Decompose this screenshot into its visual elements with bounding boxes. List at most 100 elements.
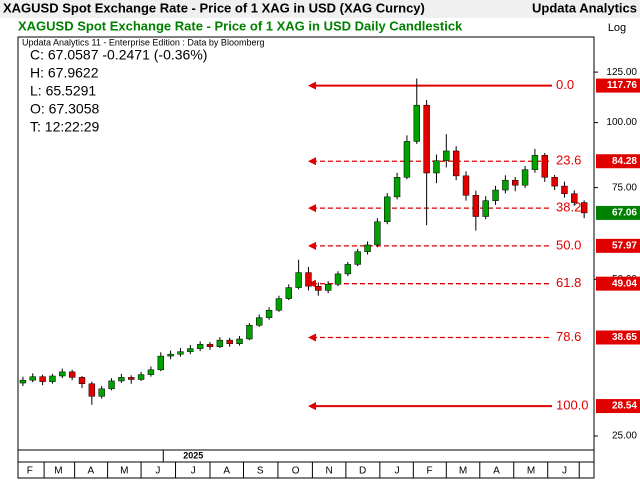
candle-body	[580, 202, 588, 214]
x-tick-label: F	[427, 466, 433, 477]
candle-body	[196, 344, 204, 349]
candle-body	[147, 369, 155, 375]
x-tick-label: A	[223, 466, 230, 477]
candle-body	[59, 371, 66, 377]
fib-arrow	[308, 81, 316, 90]
candle-body	[344, 264, 352, 275]
candle-body	[482, 200, 489, 217]
candle-body	[502, 179, 509, 191]
price-tag-label: 57.97	[612, 240, 637, 251]
candle-body	[275, 298, 283, 311]
fib-arrow	[308, 157, 316, 166]
candle-body	[384, 196, 391, 222]
price-tag	[596, 330, 640, 345]
info-line: T: 12:22:29	[30, 119, 99, 135]
y-tick-label: 100.00	[606, 117, 637, 128]
candle-body	[177, 351, 184, 355]
candle-body	[68, 371, 76, 378]
price-tag	[596, 154, 640, 169]
candle-body	[334, 273, 342, 285]
candle-body	[78, 377, 86, 385]
x-tick-label: M	[54, 466, 62, 477]
x-tick-label: A	[493, 466, 500, 477]
price-tag-label: 117.76	[607, 80, 637, 91]
price-tag	[596, 399, 640, 414]
candle-body	[531, 155, 539, 170]
info-line: C: 67.0587 -0.2471 (-0.36%)	[30, 47, 207, 63]
candle-body	[492, 189, 499, 201]
info-line: H: 67.9622	[30, 65, 99, 81]
candle-body	[19, 379, 27, 384]
fib-arrow	[308, 279, 316, 288]
x-tick-label: M	[120, 466, 128, 477]
candle-body	[423, 104, 430, 174]
candle-body	[295, 272, 302, 288]
x-tick-label: D	[359, 466, 366, 477]
candle-body	[512, 179, 519, 186]
candle-body	[226, 339, 233, 344]
candle-body	[551, 177, 558, 187]
fib-ratio: 100.0	[556, 398, 589, 413]
candle-body	[206, 344, 214, 348]
candle-body	[374, 221, 381, 246]
source-note: Updata Analytics 11 - Enterprise Edition…	[22, 37, 264, 47]
info-line: O: 67.3058	[30, 101, 99, 117]
candle-body	[108, 380, 115, 390]
fib-ratio: 0.0	[556, 77, 574, 92]
y-tick-label: 25.00	[612, 431, 637, 442]
candle-body	[216, 339, 224, 348]
info-line: L: 65.5291	[30, 83, 96, 99]
candle-body	[265, 310, 273, 318]
candle-body	[364, 244, 371, 252]
x-tick-label: J	[191, 466, 196, 477]
candle-body	[452, 150, 460, 177]
fib-ratio: 61.8	[556, 275, 581, 290]
brand: Updata Analytics	[532, 0, 637, 15]
fib-ratio: 38.2	[556, 200, 581, 215]
price-tag-label: 84.28	[612, 156, 637, 167]
last-price-tag	[596, 205, 640, 220]
last-price-label: 67.06	[612, 208, 637, 219]
candle-body	[443, 150, 450, 161]
candle-body	[315, 285, 322, 291]
candle-body	[236, 338, 243, 344]
x-tick-label: A	[88, 466, 95, 477]
fib-arrow	[308, 402, 316, 411]
candle-body	[285, 287, 292, 299]
price-tag	[596, 238, 640, 253]
x-tick-label: J	[395, 466, 400, 477]
candle-body	[88, 383, 96, 397]
plot-frame	[17, 36, 595, 479]
price-tag	[596, 78, 640, 93]
fib-arrow	[308, 241, 316, 250]
candle-body	[98, 388, 105, 397]
year-label: 2025	[183, 450, 203, 460]
y-tick-label: 125.00	[606, 67, 637, 78]
candle-body	[256, 317, 263, 326]
candle-body	[118, 377, 125, 382]
candle-body	[462, 175, 470, 196]
price-tag-label: 49.04	[612, 278, 637, 289]
candle-body	[521, 169, 529, 186]
candle-body	[413, 104, 420, 142]
candle-body	[29, 376, 36, 381]
title-bar	[0, 0, 640, 18]
window-title: XAGUSD Spot Exchange Rate - Price of 1 X…	[3, 0, 425, 15]
candle-body	[167, 353, 174, 357]
candle-body	[472, 195, 480, 217]
candle-body	[433, 160, 440, 174]
x-tick-label: O	[292, 466, 300, 477]
candle-body	[541, 155, 548, 178]
candle-body	[561, 185, 568, 194]
candle-body	[393, 177, 401, 198]
candle-body	[137, 374, 145, 380]
x-tick-label: J	[562, 466, 567, 477]
candle-body	[354, 251, 361, 265]
candle-body	[128, 377, 135, 380]
price-tag	[596, 276, 640, 291]
x-tick-label: J	[155, 466, 160, 477]
fib-ratio: 78.6	[556, 329, 581, 344]
fib-arrow	[308, 204, 316, 213]
fib-arrow	[308, 333, 316, 342]
